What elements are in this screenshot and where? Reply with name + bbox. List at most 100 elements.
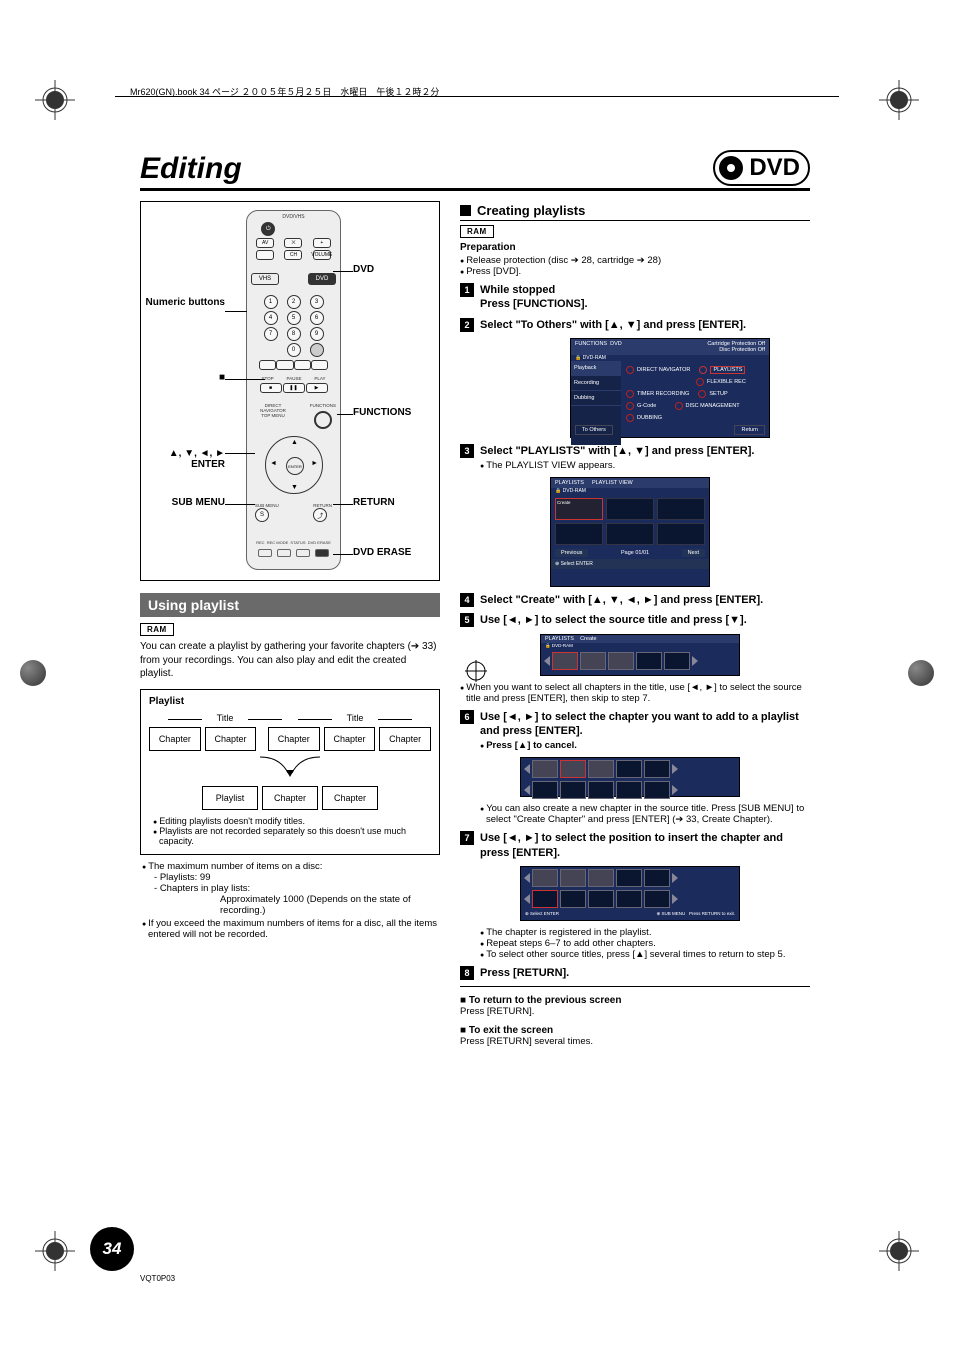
step-sub-item: When you want to select all chapters in …: [466, 682, 810, 704]
max-items-list: The maximum number of items on a disc: P…: [140, 861, 440, 940]
header-meta-text: Mr620(GN).book 34 ページ ２００５年５月２５日 水曜日 午後１…: [130, 85, 439, 98]
footer-heading: To return to the previous screen: [460, 995, 810, 1006]
content-area: Editing DVD DVD/VHS ⏻ AV ⨉ +: [140, 150, 810, 1051]
playlist-diagram: Playlist Title Title: [140, 689, 440, 855]
page-number: 34: [90, 1227, 134, 1271]
footer-heading: To exit the screen: [460, 1025, 810, 1036]
ram-tag: RAM: [140, 623, 174, 636]
callout-arrows-enter: ▲, ▼, ◄, ► ENTER: [145, 437, 225, 481]
functions-button-icon: [314, 411, 332, 429]
chapter-cell: Chapter: [205, 727, 257, 751]
chapter-cell: Chapter: [262, 786, 318, 810]
print-mark-icon: [908, 660, 934, 686]
callout-stop: ■: [145, 372, 225, 383]
step-6: 6 Use [◄, ►] to select the chapter you w…: [460, 710, 810, 739]
subsection-heading: Creating playlists: [460, 201, 810, 221]
remote-btn: CH: [284, 250, 302, 260]
step-number: 2: [460, 318, 474, 332]
prep-item: Release protection (disc ➔ 28, cartridge…: [466, 255, 810, 266]
crop-mark: [879, 1231, 919, 1271]
remote-btn: +: [313, 238, 331, 248]
section-heading: Using playlist: [140, 593, 440, 617]
step-2: 2 Select "To Others" with [▲, ▼] and pre…: [460, 318, 810, 332]
step-number: 1: [460, 283, 474, 297]
playlist-view-screen: PLAYLISTSPLAYLIST VIEW 🔒 DVD-RAM Create …: [550, 477, 710, 587]
chapter-cell: Chapter: [324, 727, 376, 751]
print-mark-icon: [20, 660, 46, 686]
step-number: 3: [460, 444, 474, 458]
remote-btn: ⨉: [284, 238, 302, 248]
remote-label: FUNCTIONS: [310, 403, 336, 408]
preparation-label: Preparation: [460, 242, 810, 253]
footer-text: Press [RETURN] several times.: [460, 1036, 810, 1047]
step-sub-item: Press [▲] to cancel.: [486, 740, 810, 751]
ram-tag: RAM: [460, 225, 494, 238]
chapter-cell: Chapter: [322, 786, 378, 810]
step-3: 3 Select "PLAYLISTS" with [▲, ▼] and pre…: [460, 444, 810, 458]
remote-label: DVD/VHS: [247, 214, 340, 220]
step-8: 8 Press [RETURN].: [460, 966, 810, 980]
enter-button-icon: ENTER: [286, 457, 304, 475]
playlist-cell: Playlist: [202, 786, 258, 810]
step-number: 6: [460, 710, 474, 724]
intro-text: You can create a playlist by gathering y…: [140, 640, 440, 681]
chapter-cell: Chapter: [268, 727, 320, 751]
bullet-item: The maximum number of items on a disc: P…: [148, 861, 440, 916]
step-sub-item: The chapter is registered in the playlis…: [486, 927, 810, 938]
callout-functions: FUNCTIONS: [353, 407, 433, 418]
functions-screen: FUNCTIONS DVD Cartridge Protection OffDi…: [570, 338, 770, 438]
step-5: 5 Use [◄, ►] to select the source title …: [460, 613, 810, 627]
footer-text: Press [RETURN].: [460, 1006, 810, 1017]
arrow-down-icon: [149, 755, 431, 782]
step-1: 1 While stopped Press [FUNCTIONS].: [460, 283, 810, 312]
remote-diagram: DVD/VHS ⏻ AV ⨉ + CH VOLUME VHS: [140, 201, 440, 581]
disc-icon: [719, 156, 743, 180]
note-item: Playlists are not recorded separately so…: [159, 826, 431, 846]
crop-mark: [35, 1231, 75, 1271]
chapter-cell: Chapter: [379, 727, 431, 751]
step-4: 4 Select "Create" with [▲, ▼, ◄, ►] and …: [460, 593, 810, 607]
callout-return: RETURN: [353, 497, 433, 508]
transport-row: STOPPAUSEPLAY ■❚❚▶: [255, 376, 332, 395]
cross-pad: ▲ ▼ ◄ ► ENTER: [265, 436, 323, 494]
sub-menu-button-icon: S: [255, 508, 269, 522]
prep-item: Press [DVD].: [466, 266, 810, 277]
dvd-tab: DVD: [308, 273, 336, 285]
numeric-pad: 123 456 789 0: [255, 293, 332, 372]
remote-btn: [256, 250, 274, 260]
crop-mark: [35, 80, 75, 120]
dvd-badge-text: DVD: [749, 154, 800, 182]
callout-sub-menu: SUB MENU: [145, 497, 225, 508]
callout-dvd-erase: DVD ERASE: [353, 547, 433, 558]
return-button-icon: ⤴: [313, 508, 327, 522]
page-title: Editing DVD: [140, 150, 810, 191]
step-sub-item: The PLAYLIST VIEW appears.: [486, 460, 810, 471]
chapter-cell: Chapter: [149, 727, 201, 751]
note-item: Editing playlists doesn't modify titles.: [159, 816, 431, 826]
step-7: 7 Use [◄, ►] to select the position to i…: [460, 831, 810, 860]
bullet-item: If you exceed the maximum numbers of ite…: [148, 918, 440, 940]
remote-body: DVD/VHS ⏻ AV ⨉ + CH VOLUME VHS: [246, 210, 341, 570]
step-number: 4: [460, 593, 474, 607]
step-sub-item: To select other source titles, press [▲]…: [486, 949, 810, 960]
create-screen-1: PLAYLISTS Create 🔒 DVD-RAM: [540, 634, 740, 676]
step-number: 5: [460, 613, 474, 627]
vhs-tab: VHS: [251, 273, 279, 285]
chapter-strip-screen: [520, 757, 740, 797]
step-sub-item: You can also create a new chapter in the…: [486, 803, 810, 825]
dvd-badge: DVD: [713, 150, 810, 186]
right-column: Creating playlists RAM Preparation Relea…: [460, 201, 810, 1051]
crop-mark: [879, 80, 919, 120]
page: Mr620(GN).book 34 ページ ２００５年５月２５日 水曜日 午後１…: [0, 0, 954, 1351]
step-sub-item: Repeat steps 6–7 to add other chapters.: [486, 938, 810, 949]
title-text: Editing: [140, 152, 242, 186]
preparation-list: Release protection (disc ➔ 28, cartridge…: [460, 255, 810, 277]
page-code: VQT0P03: [140, 1274, 175, 1283]
callout-dvd: DVD: [353, 264, 433, 275]
remote-label: DIRECT NAVIGATORTOP MENU: [253, 403, 293, 418]
step-7-notes: The chapter is registered in the playlis…: [480, 927, 810, 960]
remote-btn: AV: [256, 238, 274, 248]
callout-numeric: Numeric buttons: [145, 297, 225, 308]
remote-bottom-buttons: [255, 549, 332, 557]
insert-strip-screen: ⊕ Select ENTER⊕ SUB MENU Press RETURN to…: [520, 866, 740, 921]
